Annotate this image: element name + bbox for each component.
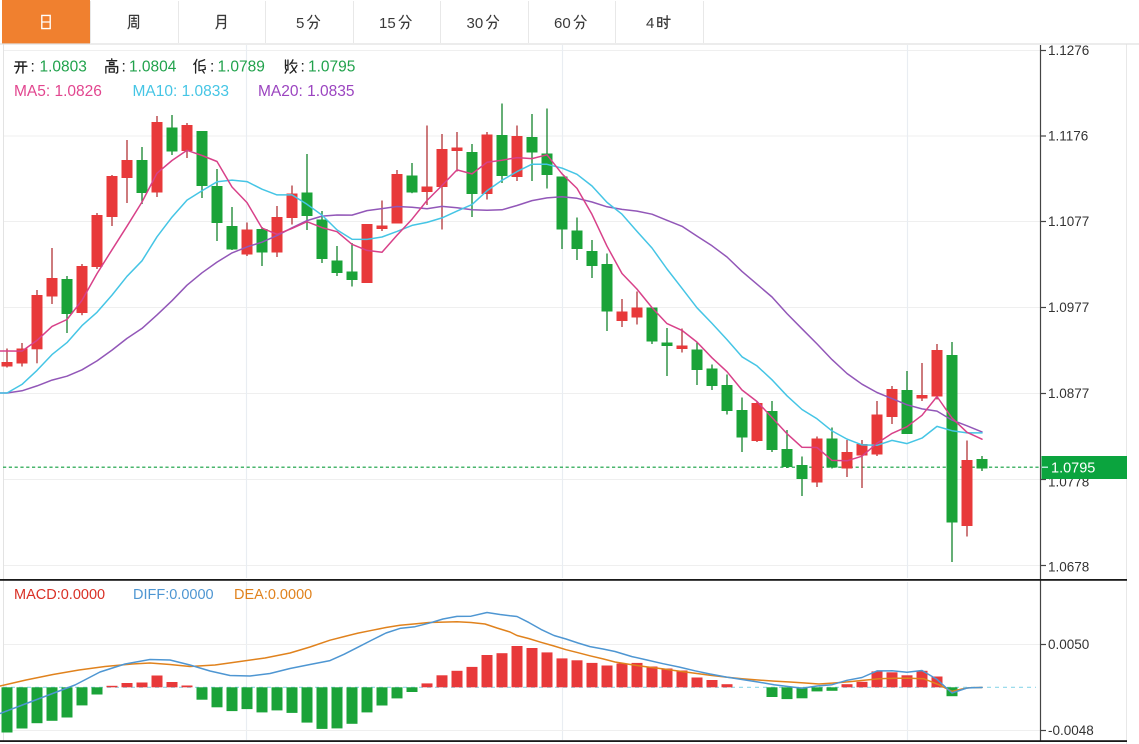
svg-text:MACD:0.0000: MACD:0.0000 (14, 587, 105, 603)
svg-text:1.1176: 1.1176 (1048, 129, 1088, 144)
svg-text:30: 30 (467, 15, 484, 32)
svg-text:MA20: 1.0835: MA20: 1.0835 (258, 83, 355, 100)
svg-text:1.0678: 1.0678 (1048, 560, 1089, 575)
svg-text:DEA:0.0000: DEA:0.0000 (234, 587, 312, 603)
svg-text:1.0804: 1.0804 (129, 59, 177, 76)
svg-text:60: 60 (554, 15, 571, 32)
svg-text::: : (210, 59, 214, 76)
svg-text::: : (301, 59, 305, 76)
svg-text:4: 4 (646, 15, 654, 32)
svg-text:1.0977: 1.0977 (1048, 300, 1089, 315)
svg-text:1.0803: 1.0803 (40, 59, 87, 76)
svg-text:0.0050: 0.0050 (1048, 637, 1089, 652)
svg-text:DIFF:0.0000: DIFF:0.0000 (133, 587, 214, 603)
svg-text:-0.0048: -0.0048 (1048, 723, 1094, 738)
svg-text:1.1077: 1.1077 (1048, 214, 1089, 229)
svg-text:1.0789: 1.0789 (218, 59, 265, 76)
svg-text:1.0877: 1.0877 (1048, 386, 1089, 401)
svg-text:15: 15 (379, 15, 396, 32)
svg-text:1.1276: 1.1276 (1048, 43, 1089, 58)
svg-text:MA10: 1.0833: MA10: 1.0833 (133, 83, 230, 100)
svg-text::: : (31, 59, 35, 76)
svg-text:MA5: 1.0826: MA5: 1.0826 (14, 83, 102, 100)
svg-text:1.0795: 1.0795 (308, 59, 355, 76)
svg-text:1.0795: 1.0795 (1051, 461, 1095, 477)
svg-text::: : (122, 59, 126, 76)
svg-text:5: 5 (296, 15, 304, 32)
